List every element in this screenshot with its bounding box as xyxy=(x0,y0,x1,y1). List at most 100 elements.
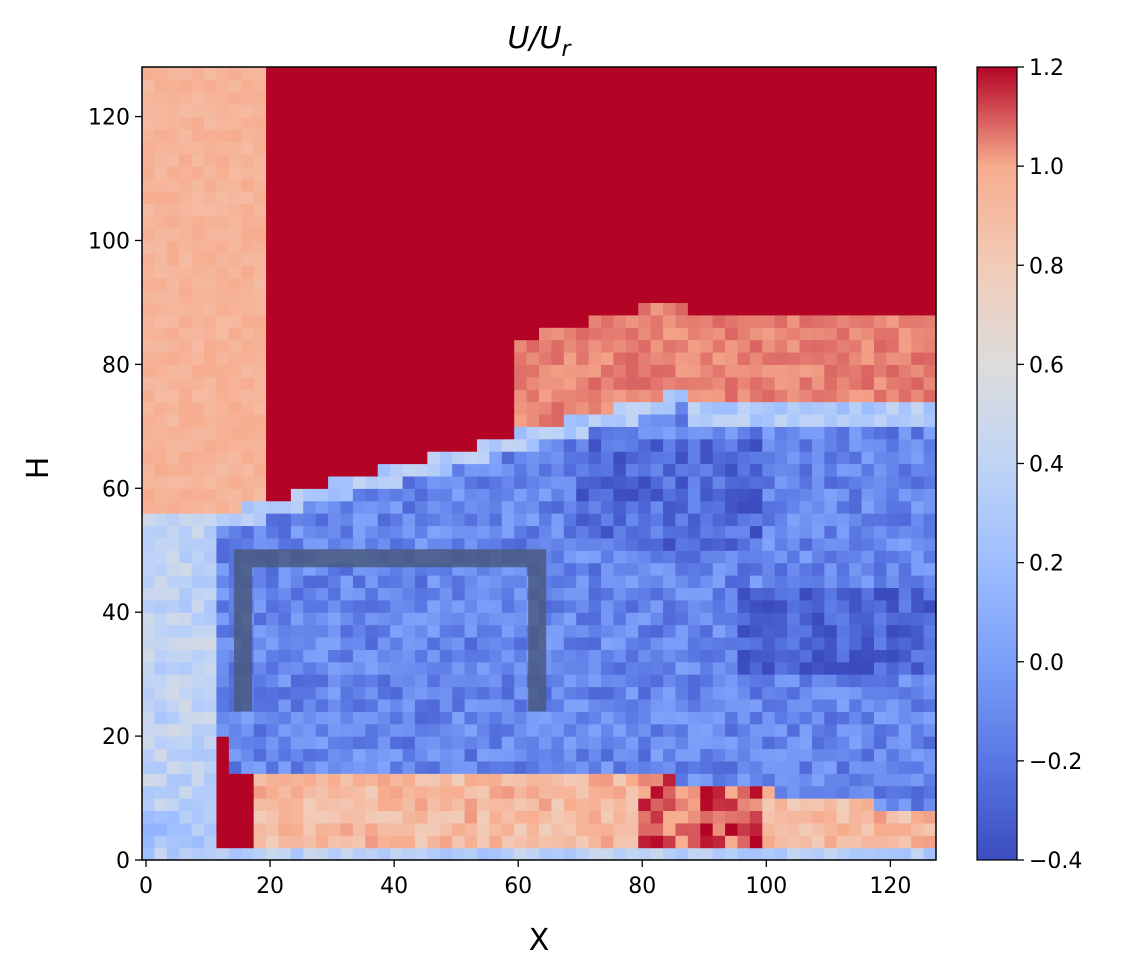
heatmap-cell xyxy=(439,847,453,860)
heatmap-cell xyxy=(179,215,193,229)
heatmap-cell xyxy=(762,488,776,502)
heatmap-cell xyxy=(873,500,887,514)
heatmap-cell xyxy=(514,91,528,105)
heatmap-cell xyxy=(439,475,453,489)
heatmap-cell xyxy=(836,67,850,80)
heatmap-cell xyxy=(328,624,342,638)
heatmap-cell xyxy=(476,252,490,266)
heatmap-cell xyxy=(873,624,887,638)
heatmap-cell xyxy=(526,401,540,415)
heatmap-cell xyxy=(873,810,887,824)
heatmap-cell xyxy=(402,451,416,465)
heatmap-cell xyxy=(886,277,900,291)
heatmap-cell xyxy=(253,835,267,849)
heatmap-cell xyxy=(886,847,900,860)
heatmap-cell xyxy=(774,649,788,663)
heatmap-cell xyxy=(737,525,751,539)
heatmap-cell xyxy=(526,141,540,155)
heatmap-cell xyxy=(328,128,342,142)
heatmap-cell xyxy=(539,748,553,762)
heatmap-cell xyxy=(315,847,329,860)
heatmap-cell xyxy=(576,661,590,675)
heatmap-cell xyxy=(266,351,280,365)
heatmap-cell xyxy=(228,426,242,440)
heatmap-cell xyxy=(687,166,701,180)
heatmap-cell xyxy=(873,389,887,403)
heatmap-cell xyxy=(154,401,168,415)
heatmap-cell xyxy=(216,847,230,860)
heatmap-cell xyxy=(476,240,490,254)
heatmap-cell xyxy=(290,798,304,812)
heatmap-cell xyxy=(725,798,739,812)
heatmap-cell xyxy=(811,240,825,254)
heatmap-cell xyxy=(687,475,701,489)
heatmap-cell xyxy=(911,302,925,316)
heatmap-cell xyxy=(725,500,739,514)
heatmap-cell xyxy=(204,736,218,750)
heatmap-cell xyxy=(476,525,490,539)
heatmap-cell xyxy=(526,79,540,93)
heatmap-cell xyxy=(489,116,503,130)
heatmap-cell xyxy=(427,438,441,452)
heatmap-cell xyxy=(861,822,875,836)
heatmap-cell xyxy=(290,822,304,836)
heatmap-cell xyxy=(749,488,763,502)
heatmap-cell xyxy=(328,475,342,489)
heatmap-cell xyxy=(414,661,428,675)
colorbar-tick-label: 0.8 xyxy=(1029,254,1064,279)
heatmap-cell xyxy=(154,451,168,465)
heatmap-cell xyxy=(762,426,776,440)
heatmap-cell xyxy=(539,488,553,502)
heatmap-cell xyxy=(911,760,925,774)
heatmap-cell xyxy=(179,562,193,576)
heatmap-cell xyxy=(725,240,739,254)
heatmap-cell xyxy=(663,537,677,551)
heatmap-cell xyxy=(377,339,391,353)
heatmap-cell xyxy=(179,351,193,365)
heatmap-cell xyxy=(340,302,354,316)
heatmap-cell xyxy=(315,290,329,304)
heatmap-cell xyxy=(377,190,391,204)
heatmap-cell xyxy=(799,265,813,279)
heatmap-cell xyxy=(315,612,329,626)
heatmap-cell xyxy=(228,339,242,353)
heatmap-cell xyxy=(861,649,875,663)
heatmap-cell xyxy=(849,215,863,229)
heatmap-cell xyxy=(166,413,180,427)
heatmap-cell xyxy=(452,203,466,217)
heatmap-cell xyxy=(352,513,366,527)
heatmap-cell xyxy=(216,79,230,93)
heatmap-cell xyxy=(241,240,255,254)
heatmap-cell xyxy=(650,649,664,663)
heatmap-cell xyxy=(712,537,726,551)
heatmap-cell xyxy=(489,513,503,527)
heatmap-cell xyxy=(514,314,528,328)
heatmap-cell xyxy=(873,228,887,242)
heatmap-cell xyxy=(216,265,230,279)
heatmap-cell xyxy=(787,488,801,502)
heatmap-cell xyxy=(675,649,689,663)
heatmap-cell xyxy=(315,636,329,650)
heatmap-cell xyxy=(352,822,366,836)
heatmap-cell xyxy=(836,190,850,204)
heatmap-cell xyxy=(166,463,180,477)
heatmap-cell xyxy=(266,228,280,242)
heatmap-cell xyxy=(873,711,887,725)
heatmap-cell xyxy=(886,426,900,440)
heatmap-cell xyxy=(737,500,751,514)
heatmap-cell xyxy=(700,686,714,700)
heatmap-cell xyxy=(303,500,317,514)
heatmap-cell xyxy=(303,587,317,601)
heatmap-cell xyxy=(241,67,255,80)
heatmap-cell xyxy=(849,698,863,712)
heatmap-cell xyxy=(179,748,193,762)
heatmap-cell xyxy=(625,612,639,626)
heatmap-cell xyxy=(774,698,788,712)
heatmap-cell xyxy=(290,252,304,266)
heatmap-cell xyxy=(266,426,280,440)
heatmap-cell xyxy=(638,215,652,229)
heatmap-cell xyxy=(278,128,292,142)
heatmap-cell xyxy=(514,302,528,316)
heatmap-cell xyxy=(923,513,936,527)
heatmap-cell xyxy=(762,810,776,824)
